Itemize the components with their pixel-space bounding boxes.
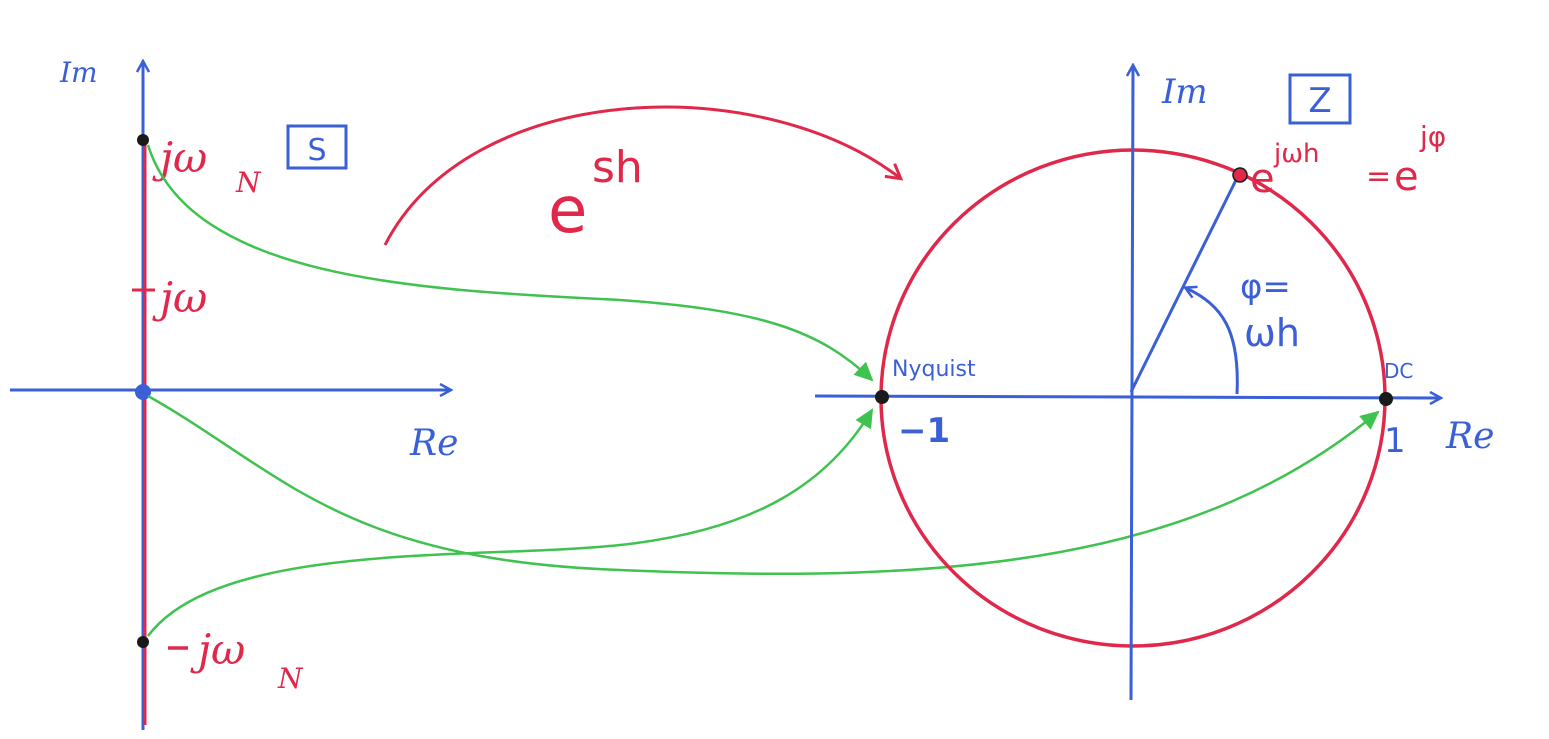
unit-point-exp2: jφ: [1419, 120, 1446, 153]
radius-line: [1129, 175, 1240, 393]
z-im-label: Im: [1161, 72, 1208, 112]
jwN-point: [137, 134, 149, 146]
neg-jwN-subscript: N: [277, 662, 304, 695]
angle-arc: [1186, 288, 1239, 395]
mapping-arrow: e sh: [383, 105, 900, 248]
z-plane-tag-box: [1288, 73, 1352, 125]
minus-one-label: −1: [898, 411, 950, 451]
z-real-axis: [814, 396, 1440, 398]
jwN-subscript: N: [235, 166, 262, 199]
unit-point: [1232, 167, 1248, 183]
angle-label-top: φ=: [1240, 267, 1291, 307]
s-im-label: Im: [59, 56, 98, 89]
z-imag-axis: [1131, 66, 1133, 701]
mapping-curves: [146, 144, 1380, 637]
s-plane-tag-box: [286, 124, 348, 170]
neg-jwN-label: jω: [190, 625, 245, 674]
s-plane: Im Re S jω N jω jω N: [10, 56, 458, 730]
s-plane-tag: S: [307, 133, 326, 168]
s-re-label: Re: [409, 423, 458, 464]
curve-jwN-to-nyquist: [146, 144, 874, 382]
nyquist-point: [875, 390, 889, 404]
one-label: 1: [1384, 421, 1406, 461]
unit-point-equals: =: [1366, 159, 1391, 194]
angle-label-bottom: ωh: [1244, 311, 1300, 355]
neg-jwN-point: [137, 636, 149, 648]
jw-label: jω: [152, 273, 207, 322]
unit-point-e2: e: [1394, 154, 1419, 200]
unit-point-exp1: jωh: [1273, 139, 1319, 169]
origin-point: [135, 384, 151, 400]
esh-exponent: sh: [592, 142, 643, 193]
unit-point-e1: e: [1250, 156, 1275, 202]
nyquist-label: Nyquist: [892, 357, 976, 382]
curve-origin-to-dc: [147, 394, 1380, 576]
esh-arrow: [383, 105, 900, 246]
z-plane-tag: Z: [1308, 81, 1331, 121]
curve-negjwN-to-nyquist: [147, 408, 874, 637]
dc-point: [1379, 392, 1393, 406]
dc-label: DC: [1384, 359, 1413, 383]
esh-base: e: [548, 174, 587, 248]
z-re-label: Re: [1445, 416, 1494, 457]
z-plane: Im Re Z Nyquist −1 DC 1 e jωh = e jφ φ= …: [814, 66, 1494, 701]
